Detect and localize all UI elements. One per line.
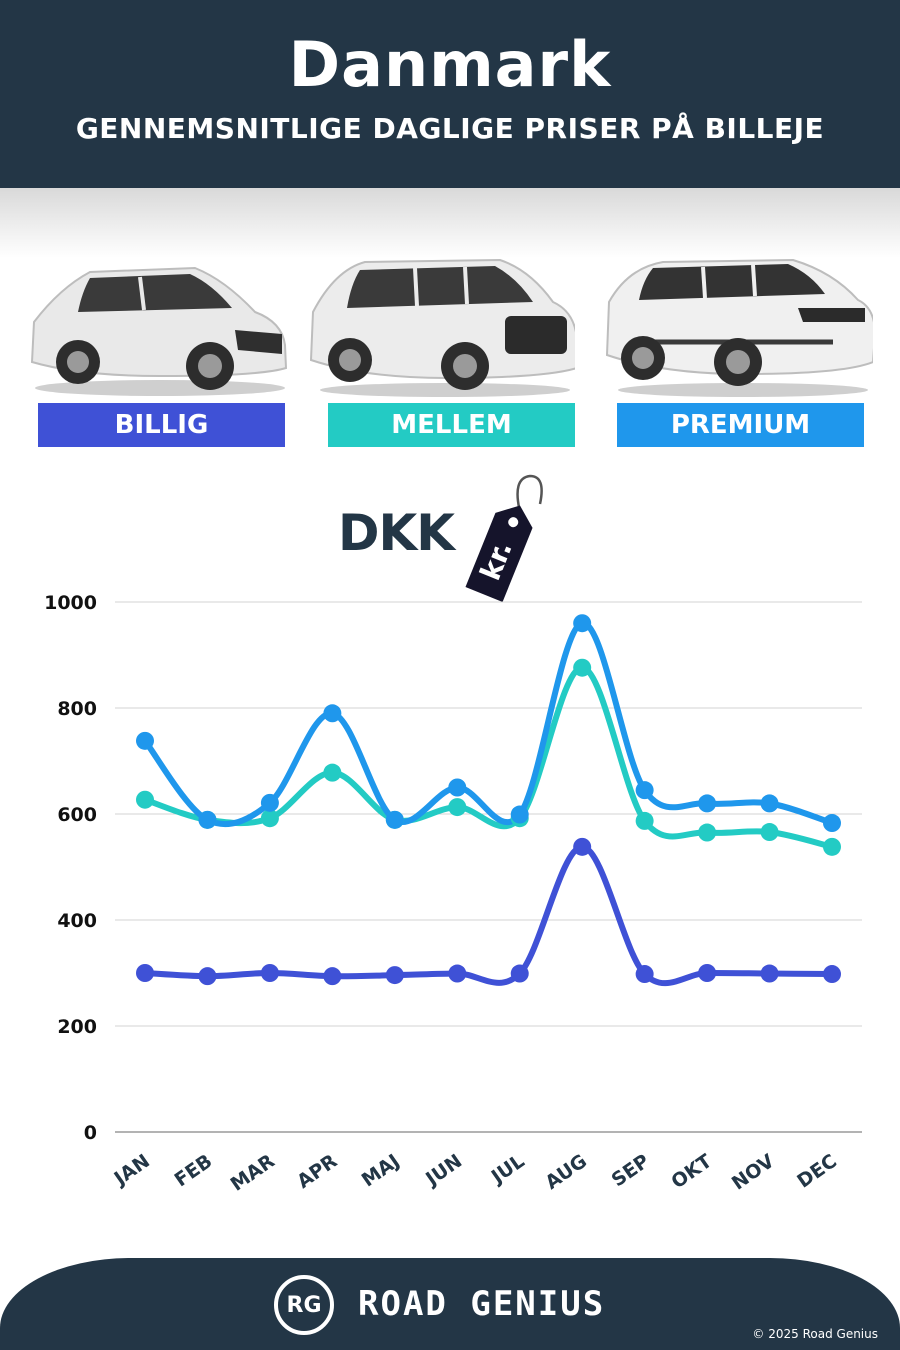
data-point-billig bbox=[198, 967, 217, 986]
data-point-premium bbox=[760, 794, 779, 813]
footer: RG ROAD GENIUS © 2025 Road Genius bbox=[0, 1258, 900, 1350]
data-point-premium bbox=[385, 810, 404, 829]
data-point-premium bbox=[510, 805, 529, 824]
data-point-premium bbox=[635, 781, 654, 800]
data-point-premium bbox=[198, 810, 217, 829]
data-point-billig bbox=[760, 964, 779, 983]
data-point-mellem bbox=[635, 811, 654, 830]
page-subtitle: GENNEMSNITLIGE DAGLIGE PRISER PÅ BILLEJE bbox=[75, 112, 825, 145]
tier-label-premium: PREMIUM bbox=[617, 403, 864, 447]
line-chart: 0 200 400 600 800 1000 JAN FEB MAR APR MAJ JUN JUL A… bbox=[44, 592, 862, 1196]
data-point-billig bbox=[136, 964, 154, 982]
y-tick-label: 800 bbox=[57, 698, 97, 720]
data-point-billig bbox=[573, 837, 592, 856]
tier-label-billig: BILLIG bbox=[38, 403, 285, 447]
data-point-mellem bbox=[260, 809, 279, 828]
data-point-mellem bbox=[760, 823, 779, 842]
page-title: Danmark bbox=[288, 28, 612, 101]
price-tag-icon: kr. bbox=[465, 474, 543, 602]
y-tick-label: 400 bbox=[57, 910, 97, 932]
suv-car-icon bbox=[309, 258, 575, 397]
data-point-mellem bbox=[448, 798, 467, 817]
data-point-mellem bbox=[323, 763, 342, 782]
brand-name: ROAD GENIUS bbox=[358, 1284, 606, 1324]
data-point-billig bbox=[635, 965, 654, 984]
data-point-premium bbox=[323, 704, 342, 723]
data-point-mellem bbox=[573, 658, 592, 677]
x-tick-label: JUL bbox=[486, 1150, 529, 1189]
x-tick-label: JAN bbox=[109, 1150, 154, 1191]
data-point-premium bbox=[448, 778, 467, 797]
premium-suv-car-icon bbox=[605, 258, 873, 397]
data-point-premium bbox=[823, 814, 841, 833]
data-point-premium bbox=[260, 793, 279, 812]
data-point-premium bbox=[698, 794, 717, 813]
data-point-billig bbox=[823, 965, 841, 984]
data-point-billig bbox=[510, 964, 529, 983]
copyright: © 2025 Road Genius bbox=[752, 1327, 878, 1341]
x-tick-label: AUG bbox=[541, 1150, 591, 1194]
x-tick-label: DEC bbox=[793, 1150, 841, 1193]
y-tick-label: 600 bbox=[57, 804, 97, 826]
hatchback-car-icon bbox=[30, 266, 288, 396]
data-point-mellem bbox=[823, 837, 841, 856]
x-tick-label: JUN bbox=[420, 1150, 466, 1191]
x-tick-label: NOV bbox=[728, 1150, 779, 1195]
currency-label: DKK bbox=[338, 504, 455, 562]
x-tick-label: APR bbox=[293, 1150, 341, 1193]
x-tick-label: OKT bbox=[667, 1150, 716, 1193]
data-point-mellem bbox=[698, 823, 717, 842]
x-tick-label: MAR bbox=[227, 1150, 279, 1196]
data-point-billig bbox=[698, 964, 717, 982]
data-point-billig bbox=[323, 967, 342, 986]
header: Danmark GENNEMSNITLIGE DAGLIGE PRISER PÅ… bbox=[0, 0, 900, 188]
x-tick-label: SEP bbox=[608, 1150, 654, 1191]
x-tick-label: MAJ bbox=[358, 1150, 404, 1191]
series-line-billig bbox=[142, 843, 835, 987]
y-tick-label: 200 bbox=[57, 1016, 97, 1038]
x-tick-label: FEB bbox=[171, 1150, 217, 1191]
data-point-billig bbox=[260, 964, 279, 982]
series-line-premium bbox=[142, 620, 835, 827]
data-point-billig bbox=[448, 964, 467, 983]
tier-label-mellem: MELLEM bbox=[328, 403, 575, 447]
data-point-billig bbox=[385, 966, 404, 985]
y-tick-label: 1000 bbox=[44, 592, 97, 614]
y-tick-label: 0 bbox=[84, 1122, 97, 1144]
road-genius-logo: RG bbox=[274, 1275, 334, 1335]
header-shadow bbox=[0, 188, 900, 258]
data-point-premium bbox=[136, 731, 154, 750]
data-point-mellem bbox=[136, 790, 154, 809]
data-point-premium bbox=[573, 614, 592, 633]
